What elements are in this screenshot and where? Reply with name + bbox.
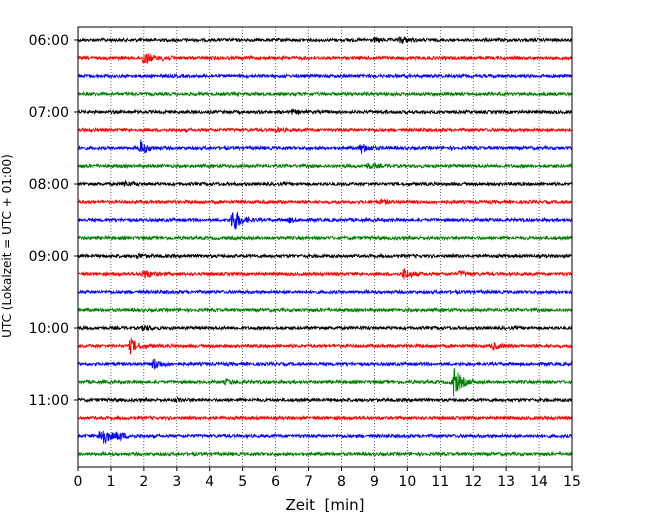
seismic-trace-1130	[77, 430, 573, 444]
seismic-trace-0630	[77, 72, 573, 80]
seismic-trace-0915	[77, 268, 573, 280]
x-tick-label: 9	[370, 474, 379, 490]
seismic-trace-0815	[77, 198, 573, 206]
y-tick-label: 06:00	[29, 33, 69, 49]
x-tick-label: 8	[337, 474, 346, 490]
y-axis-label: UTC (Lokalzeit = UTC + 01:00)	[0, 154, 14, 338]
seismic-trace-1045	[77, 368, 573, 397]
x-tick-label: 11	[431, 474, 449, 490]
seismic-trace-0715	[77, 125, 573, 134]
x-axis-label: Zeit [min]	[285, 496, 364, 514]
seismic-trace-0600	[77, 35, 573, 44]
x-tick-label: 3	[172, 474, 181, 490]
seismic-trace-0615	[77, 53, 573, 65]
x-tick-label: 13	[497, 474, 515, 490]
y-tick-label: 10:00	[29, 321, 69, 337]
seismic-trace-0800	[77, 179, 573, 188]
x-tick-label: 6	[271, 474, 280, 490]
x-tick-label: 2	[139, 474, 148, 490]
seismic-trace-0645	[77, 90, 573, 98]
seismic-trace-0900	[77, 252, 573, 260]
y-tick-label: 07:00	[29, 105, 69, 121]
y-tick-label: 08:00	[29, 177, 69, 193]
x-tick-label: 7	[304, 474, 313, 490]
x-tick-label: 15	[563, 474, 581, 490]
y-tick-label: 09:00	[29, 249, 69, 265]
plot-frame	[77, 26, 573, 468]
x-tick-label: 14	[530, 474, 548, 490]
x-tick-label: 4	[205, 474, 214, 490]
seismic-trace-0700	[77, 108, 573, 116]
seismic-trace-1030	[77, 358, 573, 370]
x-tick-label: 0	[74, 474, 83, 490]
seismic-trace-0945	[77, 306, 573, 314]
trace-layer	[77, 35, 573, 458]
seismic-trace-0730	[77, 139, 573, 154]
x-axis: 0 1 2 3 4 5 6 7 8 9 10 11 12 13 14 15	[74, 467, 581, 490]
seismic-trace-0930	[77, 288, 573, 296]
seismic-trace-0830	[77, 211, 573, 230]
seismic-trace-1100	[77, 396, 573, 404]
y-tick-label: 11:00	[29, 393, 69, 409]
seismic-trace-0745	[77, 162, 573, 170]
seismic-trace-1145	[77, 450, 573, 458]
x-tick-label: 10	[398, 474, 416, 490]
x-tick-label: 12	[464, 474, 482, 490]
grid-layer	[110, 27, 540, 467]
x-tick-label: 1	[106, 474, 115, 490]
seismic-trace-1015	[77, 337, 573, 355]
seismic-trace-1000	[77, 324, 573, 333]
seismic-trace-0845	[77, 234, 573, 242]
seismic-trace-1115	[77, 414, 573, 422]
y-axis: 06:00 07:00 08:00 09:00 10:00 11:00	[29, 33, 78, 409]
x-tick-label: 5	[238, 474, 247, 490]
